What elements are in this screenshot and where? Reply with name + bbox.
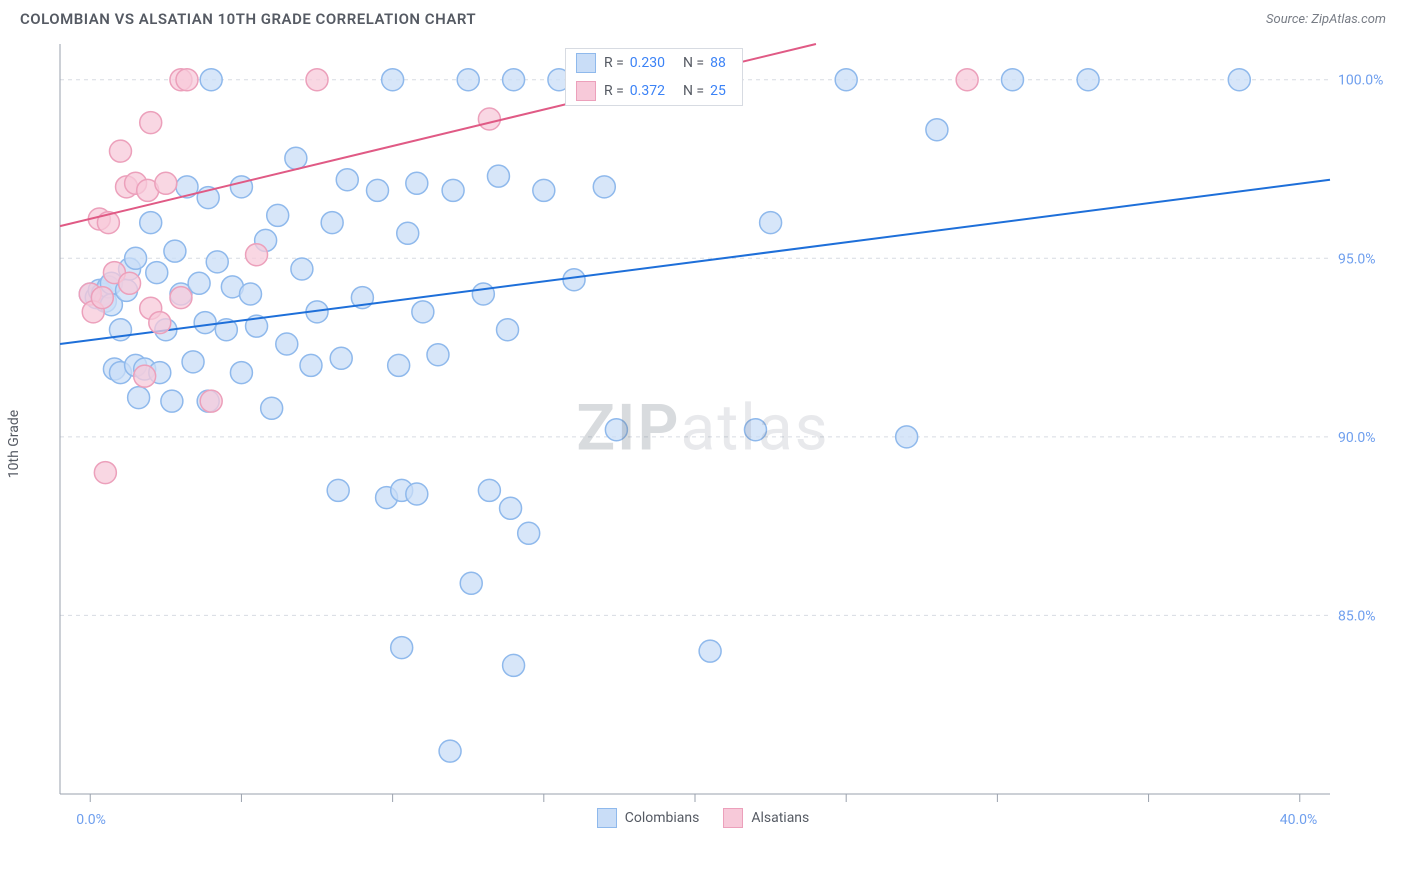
legend-item: Colombians <box>597 808 700 828</box>
series-legend: Colombians Alsatians <box>0 808 1406 828</box>
r-value: 0.372 <box>630 83 665 99</box>
legend-label: Colombians <box>625 810 700 826</box>
series-alsatians <box>60 44 978 484</box>
n-value: 25 <box>710 83 726 99</box>
n-label: N = <box>683 55 704 71</box>
legend-swatch <box>723 808 743 828</box>
chart-source: Source: ZipAtlas.com <box>1266 12 1386 27</box>
chart-title: COLOMBIAN VS ALSATIAN 10TH GRADE CORRELA… <box>20 10 476 28</box>
y-axis-label: 10th Grade <box>6 410 22 478</box>
r-label: R = <box>604 55 624 71</box>
scatter-plot: 85.0% 90.0% 95.0% 100.0% <box>0 34 1406 854</box>
legend-label: Alsatians <box>751 810 809 826</box>
stat-row: R = 0.372 N = 25 <box>566 77 742 105</box>
y-tick-label: 85.0% <box>1338 608 1376 624</box>
legend-item: Alsatians <box>723 808 809 828</box>
chart-header: COLOMBIAN VS ALSATIAN 10TH GRADE CORRELA… <box>0 0 1406 34</box>
y-tick-label: 95.0% <box>1338 251 1376 267</box>
stat-row: R = 0.230 N = 88 <box>566 49 742 77</box>
legend-swatch <box>576 81 596 101</box>
r-label: R = <box>604 83 624 99</box>
y-tick-label: 90.0% <box>1338 430 1376 446</box>
chart-area: 10th Grade 85.0%90.0%95.0%100.0% ZIPatla… <box>0 34 1406 854</box>
r-value: 0.230 <box>630 55 665 71</box>
series-colombians <box>60 69 1330 762</box>
legend-swatch <box>576 53 596 73</box>
n-label: N = <box>683 83 704 99</box>
correlation-legend: R = 0.230 N = 88 R = 0.372 N = 25 <box>565 48 743 106</box>
y-tick-label: 100.0% <box>1338 73 1383 89</box>
legend-swatch <box>597 808 617 828</box>
n-value: 88 <box>710 55 726 71</box>
